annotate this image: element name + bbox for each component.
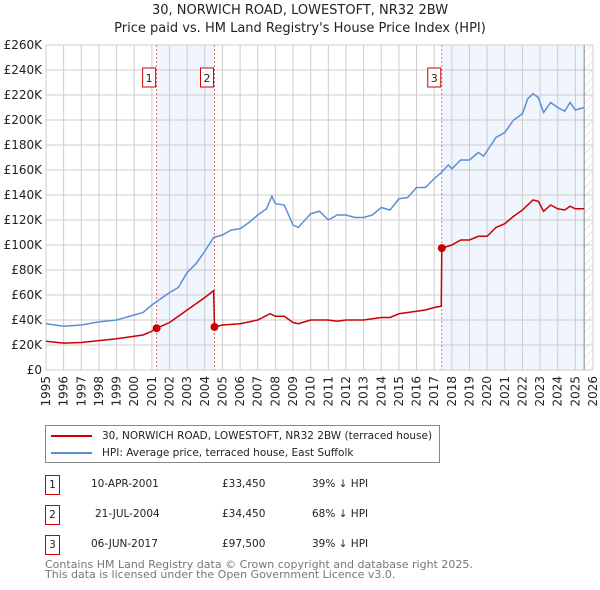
sale-price: £34,450 [222, 508, 266, 520]
x-tick-label: 2001 [145, 376, 159, 407]
y-tick-label: £60K [11, 288, 43, 302]
x-tick-label: 2021 [498, 376, 512, 407]
sale-date: 21-JUL-2004 [95, 508, 160, 520]
y-tick-label: £240K [4, 63, 44, 77]
x-tick-label: 2013 [357, 376, 371, 407]
x-tick-label: 2015 [392, 376, 406, 407]
sale-label-box [200, 67, 215, 88]
plot-area: £0 £20K £40K £60K £80K £100K £120K £140K £160K £1… [4, 38, 600, 407]
sale-price: £33,450 [222, 478, 266, 490]
y-tick-label: £140K [4, 188, 44, 202]
chart-subtitle: Price paid vs. HM Land Registry's House … [114, 21, 486, 36]
x-tick-label: 2011 [321, 376, 335, 407]
y-tick-label: £80K [11, 263, 43, 277]
shade-region [156, 45, 215, 370]
y-tick-label: £100K [4, 238, 44, 252]
sale-badge: 1 [45, 475, 60, 495]
sale-point [152, 324, 161, 333]
x-tick-label: 1996 [57, 376, 71, 407]
sale-date: 06-JUN-2017 [91, 538, 158, 550]
x-tick-label: 2017 [427, 376, 441, 407]
shade-region [441, 45, 585, 370]
x-tick-label: 2016 [410, 376, 424, 407]
legend-swatch-property [51, 435, 92, 437]
footer-licence: This data is licensed under the Open Gov… [45, 568, 396, 581]
footer-copyright: Contains HM Land Registry data © Crown c… [45, 558, 473, 571]
y-tick-label: £260K [4, 38, 44, 52]
x-tick-label: 2005 [215, 376, 229, 407]
x-tick-label: 2012 [339, 376, 353, 407]
x-tick-label: 2008 [268, 376, 282, 407]
x-tick-label: 1995 [39, 376, 53, 407]
legend: 30, NORWICH ROAD, LOWESTOFT, NR32 2BW (t… [45, 425, 440, 463]
y-tick-label: £120K [4, 213, 44, 227]
sale-badge: 2 [45, 505, 60, 525]
sale-hpi: 68% ↓ HPI [312, 508, 369, 520]
x-tick-label: 2026 [586, 376, 600, 407]
x-tick-label: 2019 [462, 376, 476, 407]
x-tick-label: 1998 [92, 376, 106, 407]
x-tick-label: 2009 [286, 376, 300, 407]
y-tick-label: £160K [4, 163, 44, 177]
x-tick-label: 2020 [480, 376, 494, 407]
sale-label-box [427, 67, 442, 88]
x-tick-label: 2022 [515, 376, 529, 407]
x-tick-label: 2014 [374, 376, 388, 407]
x-tick-label: 2007 [251, 376, 265, 407]
x-tick-label: 2018 [445, 376, 459, 407]
sale-hpi: 39% ↓ HPI [312, 478, 369, 490]
y-tick-label: £220K [4, 88, 44, 102]
chart-title: 30, NORWICH ROAD, LOWESTOFT, NR32 2BW [151, 3, 449, 18]
legend-label-hpi: HPI: Average price, terraced house, East… [102, 447, 354, 459]
sale-label: 3 [431, 72, 438, 85]
x-tick-label: 2004 [198, 376, 212, 407]
legend-swatch-hpi [51, 452, 92, 454]
y-tick-label: £0 [27, 363, 42, 377]
y-tick-label: £20K [11, 338, 43, 352]
legend-label-property: 30, NORWICH ROAD, LOWESTOFT, NR32 2BW (t… [102, 430, 433, 442]
y-tick-label: £40K [11, 313, 43, 327]
y-tick-label: £180K [4, 138, 44, 152]
hpi-line [45, 92, 585, 328]
sale-label-box [142, 67, 157, 88]
property-line [45, 199, 585, 344]
sale-label: 1 [146, 72, 153, 85]
x-tick-label: 2003 [180, 376, 194, 407]
sale-hpi: 39% ↓ HPI [312, 538, 369, 550]
sale-price: £97,500 [222, 538, 266, 550]
sale-badge: 3 [45, 535, 60, 555]
x-tick-label: 2006 [233, 376, 247, 407]
future-hatch [584, 45, 593, 370]
x-tick-label: 2024 [551, 376, 565, 407]
footer: Contains HM Land Registry data © Crown c… [45, 558, 473, 581]
x-tick-label: 2002 [163, 376, 177, 407]
x-tick-label: 1997 [74, 376, 88, 407]
y-tick-label: £200K [4, 113, 44, 127]
x-tick-label: 2010 [304, 376, 318, 407]
sale-label: 2 [204, 72, 211, 85]
x-tick-label: 2000 [127, 376, 141, 407]
sale-point [210, 322, 219, 331]
sale-date: 10-APR-2001 [91, 478, 159, 490]
x-tick-label: 2025 [568, 376, 582, 407]
x-tick-label: 1999 [110, 376, 124, 407]
sale-point [437, 244, 446, 253]
x-tick-label: 2023 [533, 376, 547, 407]
